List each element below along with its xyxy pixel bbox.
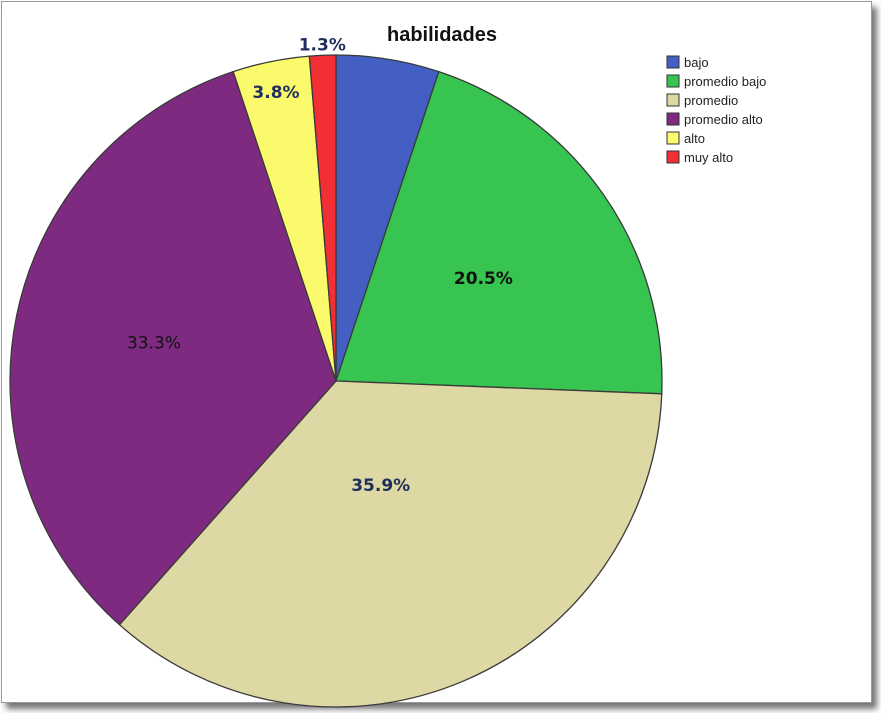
legend-label-promedio: promedio: [684, 93, 738, 108]
legend-swatch-promedio: [666, 93, 680, 107]
legend-label-alto: alto: [684, 131, 705, 146]
legend-label-bajo: bajo: [684, 55, 709, 70]
legend-swatch-alto: [666, 131, 680, 145]
pie-slices: [9, 54, 663, 708]
chart-title: habilidades: [387, 24, 497, 46]
legend-label-promedio-alto: promedio alto: [684, 112, 763, 127]
legend: bajo promedio bajo promedio promedio alto al…: [666, 55, 766, 165]
slice-label-promedio-alto: 33.3%: [127, 334, 181, 354]
slice-label-promedio-bajo: 20.5%: [454, 269, 513, 289]
legend-swatch-promedio-alto: [666, 112, 680, 126]
legend-label-muy-alto: muy alto: [684, 150, 733, 165]
slice-labels: 20.5% 35.9% 33.3% 3.8% 1.3%: [127, 36, 513, 497]
pie-slice-promedio: [118, 380, 663, 708]
legend-label-promedio-bajo: promedio bajo: [684, 74, 766, 89]
slice-label-promedio: 35.9%: [351, 476, 410, 496]
pie-slice-muy-alto: [308, 54, 337, 382]
pie-slice-promedio-alto: [9, 70, 337, 626]
pie-slice-promedio-bajo: [335, 70, 663, 395]
legend-swatch-bajo: [666, 55, 680, 69]
legend-swatch-muy-alto: [666, 150, 680, 164]
slice-label-muy-alto: 1.3%: [299, 36, 346, 56]
slice-label-alto: 3.8%: [252, 83, 299, 103]
legend-swatch-promedio-bajo: [666, 74, 680, 88]
